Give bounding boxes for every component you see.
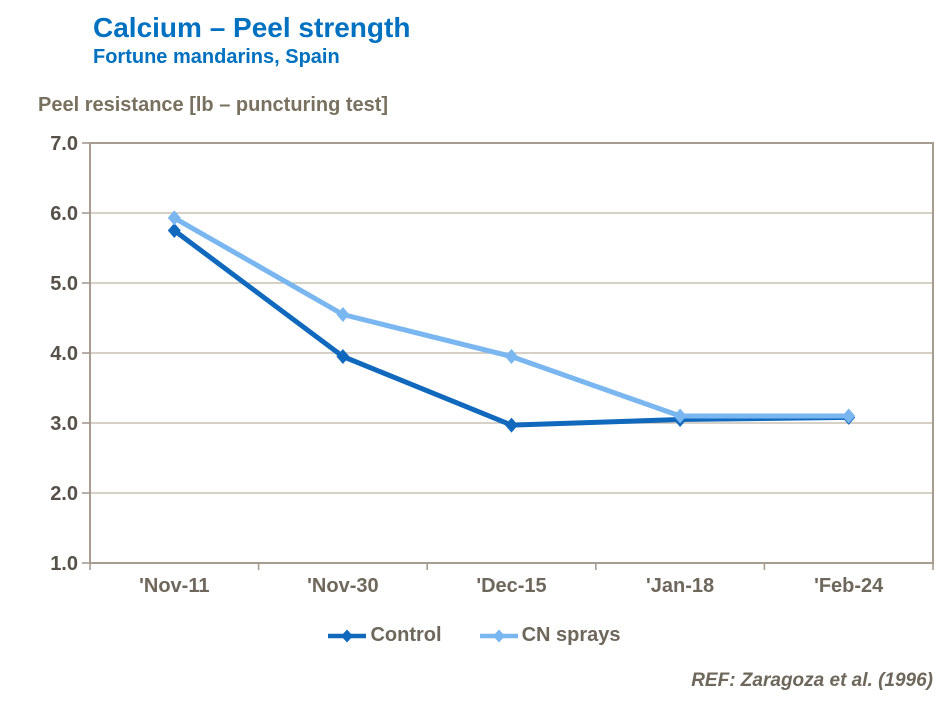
data-point-marker-icon — [505, 417, 518, 433]
y-tick-label: 1.0 — [50, 553, 78, 575]
y-tick-label: 2.0 — [50, 483, 78, 505]
legend-item-cn-sprays: CN sprays — [478, 624, 621, 647]
x-tick-label: 'Nov-30 — [307, 575, 378, 597]
chart-title: Calcium – Peel strength — [93, 12, 411, 43]
data-point-marker-icon — [673, 408, 687, 424]
legend-label: CN sprays — [521, 624, 621, 646]
data-point-marker-icon — [505, 349, 518, 364]
y-tick-label: 7.0 — [50, 133, 78, 155]
y-tick-label: 5.0 — [50, 273, 78, 295]
title-block: Calcium – Peel strength Fortune mandarin… — [93, 12, 410, 69]
data-point-marker-icon — [336, 349, 350, 364]
series-line-control — [171, 228, 852, 428]
reference-text: REF: Zaragoza et al. (1996) — [691, 670, 933, 691]
y-tick-label: 6.0 — [50, 203, 78, 225]
data-point-marker-icon — [167, 210, 181, 226]
legend-label: Control — [370, 624, 442, 646]
x-tick-label: 'Feb-24 — [814, 575, 884, 597]
chart-subtitle: Fortune mandarins, Spain — [93, 46, 340, 68]
y-axis-heading: Peel resistance [lb – puncturing test] — [38, 94, 389, 116]
legend-marker-icon — [328, 629, 367, 642]
y-tick-label: 4.0 — [50, 343, 78, 365]
data-point-marker-icon — [167, 223, 181, 238]
series-line-cn-sprays — [171, 215, 852, 419]
legend-item-control: Control — [326, 624, 442, 647]
y-tick-label: 3.0 — [50, 413, 78, 435]
chart-legend: Control CN sprays — [0, 624, 947, 647]
line-chart: 1.0 2.0 3.0 4.0 5.0 6.0 7.0 'Nov-11 'Nov-30 'Dec-… — [50, 133, 934, 597]
x-tick-label: 'Nov-11 — [139, 575, 209, 597]
x-tick-label: 'Jan-18 — [646, 575, 714, 597]
data-point-marker-icon — [842, 408, 856, 424]
data-point-marker-icon — [336, 307, 350, 322]
legend-marker-icon — [479, 629, 518, 642]
x-tick-label: 'Dec-15 — [476, 575, 546, 597]
